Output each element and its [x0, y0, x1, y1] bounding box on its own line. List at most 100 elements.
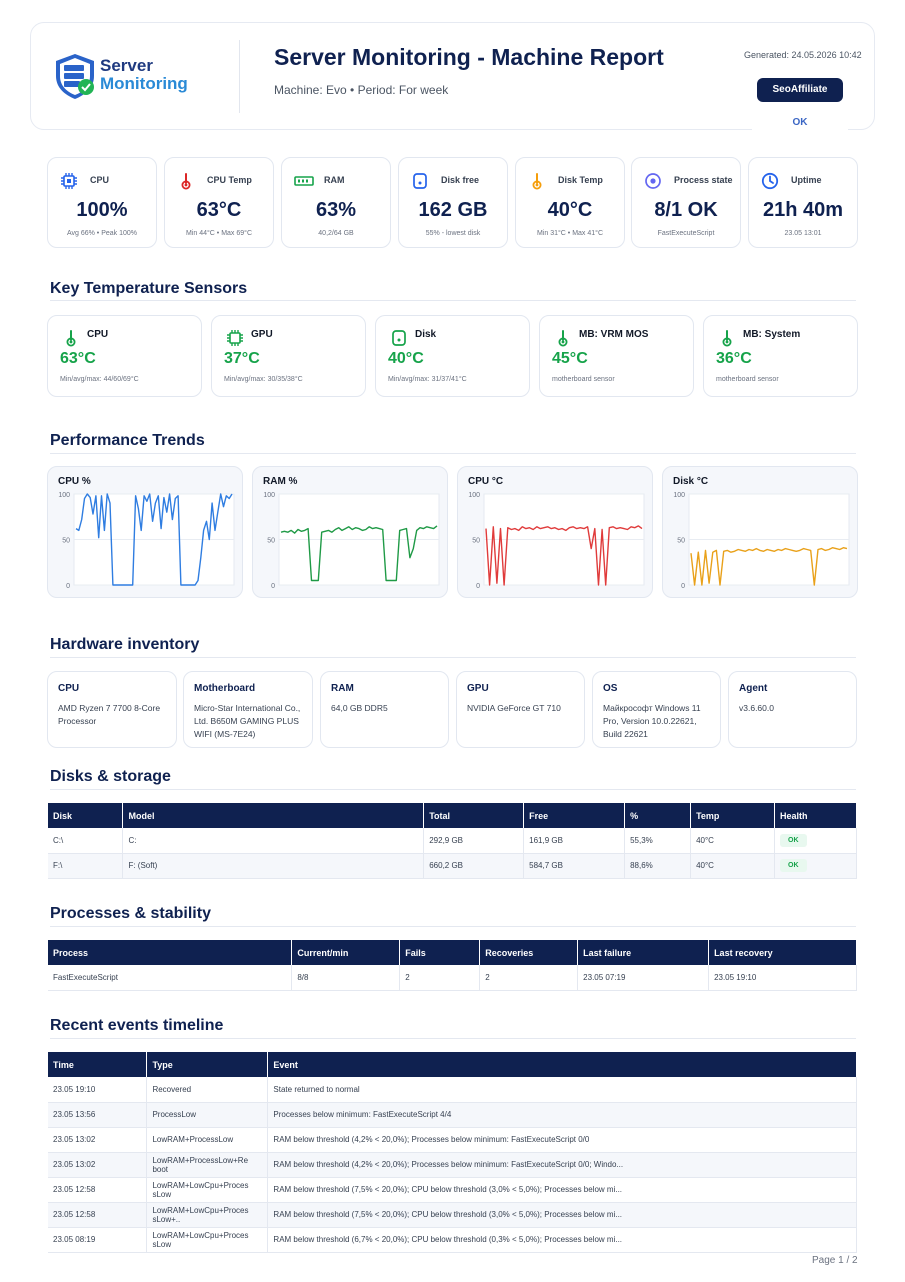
table-cell: 161,9 GB	[523, 828, 626, 854]
table-cell: 2	[479, 965, 579, 991]
report-header	[30, 22, 875, 130]
table-cell: OK	[774, 853, 857, 879]
kpi-subtext: 40,2/64 GB	[318, 230, 354, 237]
page-title: Server Monitoring - Machine Report	[274, 44, 664, 70]
table-cell: LowRAM+LowCpu+Proces sLow	[146, 1227, 269, 1253]
section-title-hardware: Hardware inventory	[50, 636, 200, 653]
table-cell: RAM below threshold (4,2% < 20,0%); Proc…	[267, 1152, 857, 1178]
table-cell: LowRAM+ProcessLow	[146, 1127, 269, 1153]
header-divider	[239, 40, 240, 113]
table-cell: 23.05 13:02	[48, 1127, 148, 1153]
hardware-card: Agent v3.6.60.0	[728, 671, 857, 748]
thermometer-icon	[528, 172, 546, 190]
table-cell: 40°C	[690, 853, 776, 879]
sensor-card: GPU 37°C Min/avg/max: 30/35/38°C	[211, 315, 366, 397]
sensor-value: 45°C	[552, 350, 588, 367]
sensor-value: 37°C	[224, 350, 260, 367]
section-divider	[50, 300, 856, 301]
y-tick-label: 100	[468, 492, 480, 499]
y-tick-label: 50	[267, 538, 275, 545]
ram-icon	[294, 172, 314, 190]
kpi-label: Process state	[674, 175, 733, 185]
thermometer-icon	[718, 329, 736, 347]
kpi-card: Disk Temp 40°C Min 31°C • Max 41°C	[515, 157, 625, 248]
chart-title: Disk °C	[673, 476, 709, 487]
table-row: 23.05 19:10 Recovered State returned to no…	[48, 1077, 857, 1103]
trend-chart: 100 50 0 RAM %	[252, 466, 448, 598]
series-line	[75, 493, 233, 586]
table-row: 23.05 12:58 LowRAM+LowCpu+Proces sLow+.. R…	[48, 1202, 857, 1228]
table-cell: 23.05 19:10	[708, 965, 857, 991]
kpi-label: CPU Temp	[207, 175, 252, 185]
table-cell: 40°C	[690, 828, 776, 854]
sensor-card: CPU 63°C Min/avg/max: 44/60/69°C	[47, 315, 202, 397]
column-header: Last recovery	[708, 940, 857, 965]
cpu-icon	[60, 172, 78, 190]
table-cell: Recovered	[146, 1077, 269, 1103]
hardware-label: Agent	[739, 683, 768, 694]
chart-title: RAM %	[263, 476, 298, 487]
thermometer-icon	[554, 329, 572, 347]
y-tick-label: 0	[271, 583, 275, 590]
sensor-label: MB: VRM MOS	[579, 329, 649, 340]
table-cell: RAM below threshold (7,5% < 20,0%); CPU …	[267, 1177, 857, 1203]
table-cell: 660,2 GB	[423, 853, 525, 879]
sensor-subtext: motherboard sensor	[716, 376, 779, 383]
logo-line-2: Monitoring	[100, 74, 188, 93]
processes-table: Process Current/min Fails Recoveries Last fa…	[48, 940, 857, 991]
table-row: C:\ C: 292,9 GB 161,9 GB 55,3% 40°C OK	[48, 828, 857, 854]
table-row: F:\ F: (Soft) 660,2 GB 584,7 GB 88,6% 40°C OK	[48, 853, 857, 879]
kpi-value: 21h 40m	[762, 199, 844, 221]
hardware-card: Motherboard Micro-Star International Co.,…	[183, 671, 313, 748]
column-header: Current/min	[291, 940, 401, 965]
sensor-card: MB: VRM MOS 45°C motherboard sensor	[539, 315, 694, 397]
y-tick-label: 0	[66, 583, 70, 590]
column-header: Disk	[48, 803, 124, 828]
y-tick-label: 50	[62, 538, 70, 545]
table-cell: FastExecuteScript	[48, 965, 293, 991]
chart-svg: 100 50 0	[58, 492, 235, 590]
disk-icon	[411, 172, 429, 190]
brand-button[interactable]: SeoAffiliate	[757, 78, 843, 102]
table-cell: 23.05 12:58	[48, 1202, 148, 1228]
sensor-subtext: Min/avg/max: 30/35/38°C	[224, 376, 303, 383]
table-cell: OK	[774, 828, 857, 854]
kpi-card: CPU Temp 63°C Min 44°C • Max 69°C	[164, 157, 274, 248]
table-cell: LowRAM+ProcessLow+Re boot	[146, 1152, 269, 1178]
table-row: 23.05 08:19 LowRAM+LowCpu+Proces sLow RAM …	[48, 1227, 857, 1253]
column-header: Fails	[399, 940, 481, 965]
table-cell: 55,3%	[624, 828, 692, 854]
y-tick-label: 100	[58, 492, 70, 499]
y-tick-label: 0	[476, 583, 480, 590]
hardware-label: OS	[603, 683, 618, 694]
chart-title: CPU °C	[468, 476, 504, 487]
section-title-processes: Processes & stability	[50, 905, 211, 922]
page-subtitle: Machine: Evo • Period: For week	[274, 83, 449, 97]
kpi-subtext: Min 44°C • Max 69°C	[185, 230, 252, 237]
column-header: Type	[146, 1052, 269, 1077]
hardware-value: Майкрософт Windows 11 Pro, Version 10.0.…	[603, 703, 701, 739]
column-header: Temp	[690, 803, 776, 828]
logo-line-1: Server	[100, 56, 153, 75]
section-divider	[50, 926, 856, 927]
sensor-card: MB: System 36°C motherboard sensor	[703, 315, 858, 397]
kpi-subtext: 23.05 13:01	[784, 230, 822, 237]
hardware-card: GPU NVIDIA GeForce GT 710	[456, 671, 585, 748]
section-divider	[50, 1038, 856, 1039]
table-cell: LowRAM+LowCpu+Proces sLow	[146, 1177, 269, 1203]
sensor-label: MB: System	[743, 329, 801, 340]
sensor-subtext: Min/avg/max: 44/60/69°C	[60, 376, 139, 383]
chart-title: CPU %	[58, 476, 91, 487]
section-title-disks: Disks & storage	[50, 768, 171, 785]
table-cell: 23.05 13:02	[48, 1152, 148, 1178]
sensor-value: 40°C	[388, 350, 424, 367]
section-title-events: Recent events timeline	[50, 1017, 224, 1034]
thermometer-icon	[62, 329, 80, 347]
table-row: 23.05 13:02 LowRAM+ProcessLow RAM below th…	[48, 1127, 857, 1153]
column-header: Last failure	[577, 940, 710, 965]
kpi-label: Disk Temp	[558, 175, 603, 185]
y-tick-label: 100	[263, 492, 275, 499]
table-cell: LowRAM+LowCpu+Proces sLow+..	[146, 1202, 269, 1228]
hardware-label: CPU	[58, 683, 80, 694]
column-header: Recoveries	[479, 940, 579, 965]
